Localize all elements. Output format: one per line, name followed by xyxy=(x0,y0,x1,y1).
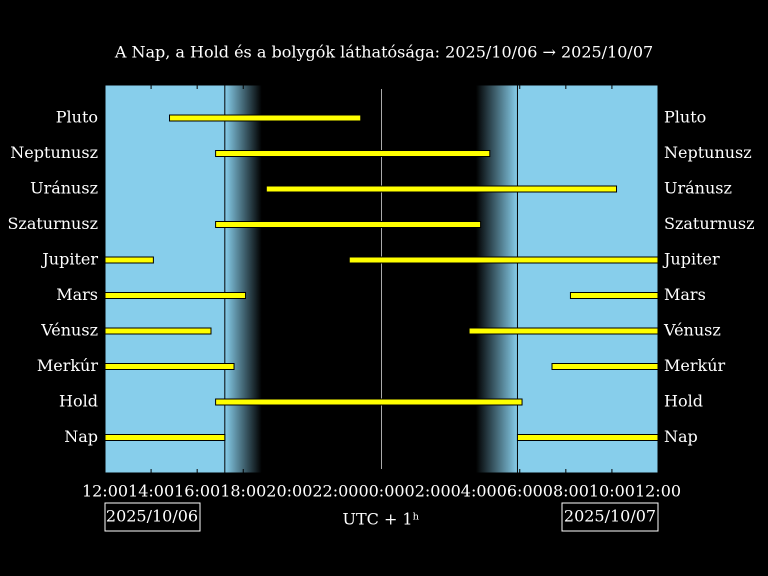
visibility-bar xyxy=(348,256,659,264)
y-tick-label: Vénusz xyxy=(40,321,98,340)
dawn xyxy=(475,85,518,473)
visibility-bar xyxy=(169,114,362,122)
y-tick-label: Mars xyxy=(56,285,98,304)
visibility-bar xyxy=(104,434,226,441)
visibility-bar xyxy=(551,363,659,370)
y-tick-label: Szaturnusz xyxy=(7,214,98,233)
x-tick-label: 00:00 xyxy=(358,482,404,501)
x-tick-label: 20:00 xyxy=(266,482,312,501)
y-tick-label: Pluto xyxy=(56,108,98,127)
x-tick-label: 08:00 xyxy=(543,482,589,501)
visibility-bar xyxy=(215,150,491,157)
visibility-bar xyxy=(104,292,247,299)
y-tick-label: Hold xyxy=(59,392,98,411)
x-tick-label: 14:00 xyxy=(128,482,174,501)
y-tick-label: Neptunusz xyxy=(10,143,98,162)
dusk xyxy=(224,85,262,473)
y-tick-label-right: Jupiter xyxy=(662,250,720,269)
y-tick-label: Jupiter xyxy=(40,250,98,269)
x-tick-label: 12:00 xyxy=(82,482,128,501)
y-tick-label-right: Neptunusz xyxy=(664,143,752,162)
visibility-bar xyxy=(215,398,523,406)
visibility-bar xyxy=(468,327,659,335)
visibility-bar xyxy=(215,221,482,228)
visibility-bar xyxy=(104,327,212,335)
visibility-bar xyxy=(265,185,618,193)
day xyxy=(105,85,225,473)
y-tick-label-right: Hold xyxy=(664,392,703,411)
x-tick-label: 06:00 xyxy=(497,482,543,501)
start-date: 2025/10/06 xyxy=(106,507,198,526)
y-tick-label-right: Mars xyxy=(664,285,706,304)
y-tick-label: Nap xyxy=(64,427,98,446)
end-date: 2025/10/07 xyxy=(564,507,656,526)
visibility-bar xyxy=(569,292,659,299)
visibility-bar xyxy=(104,256,154,264)
visibility-bar xyxy=(516,434,659,441)
y-tick-label-right: Pluto xyxy=(664,108,706,127)
y-tick-label-right: Szaturnusz xyxy=(664,214,755,233)
date-box xyxy=(104,502,201,532)
x-tick-label: 16:00 xyxy=(174,482,220,501)
day xyxy=(517,85,658,473)
x-tick-label: 22:00 xyxy=(312,482,358,501)
chart-title: A Nap, a Hold és a bolygók láthatósága: … xyxy=(114,43,653,62)
date-box xyxy=(561,502,659,532)
y-tick-label-right: Uránusz xyxy=(664,179,732,198)
x-tick-label: 04:00 xyxy=(451,482,497,501)
x-tick-label: 18:00 xyxy=(220,482,266,501)
x-tick-label: 12:00 xyxy=(635,482,681,501)
x-tick-label: 10:00 xyxy=(589,482,635,501)
x-axis-label: UTC + 1ʰ xyxy=(342,510,419,529)
y-tick-label-right: Nap xyxy=(664,427,698,446)
visibility-bar xyxy=(104,363,235,370)
y-tick-label: Uránusz xyxy=(30,179,98,198)
y-tick-label: Merkúr xyxy=(37,356,99,375)
y-tick-label-right: Vénusz xyxy=(663,321,721,340)
y-tick-label-right: Merkúr xyxy=(664,356,726,375)
x-tick-label: 02:00 xyxy=(405,482,451,501)
